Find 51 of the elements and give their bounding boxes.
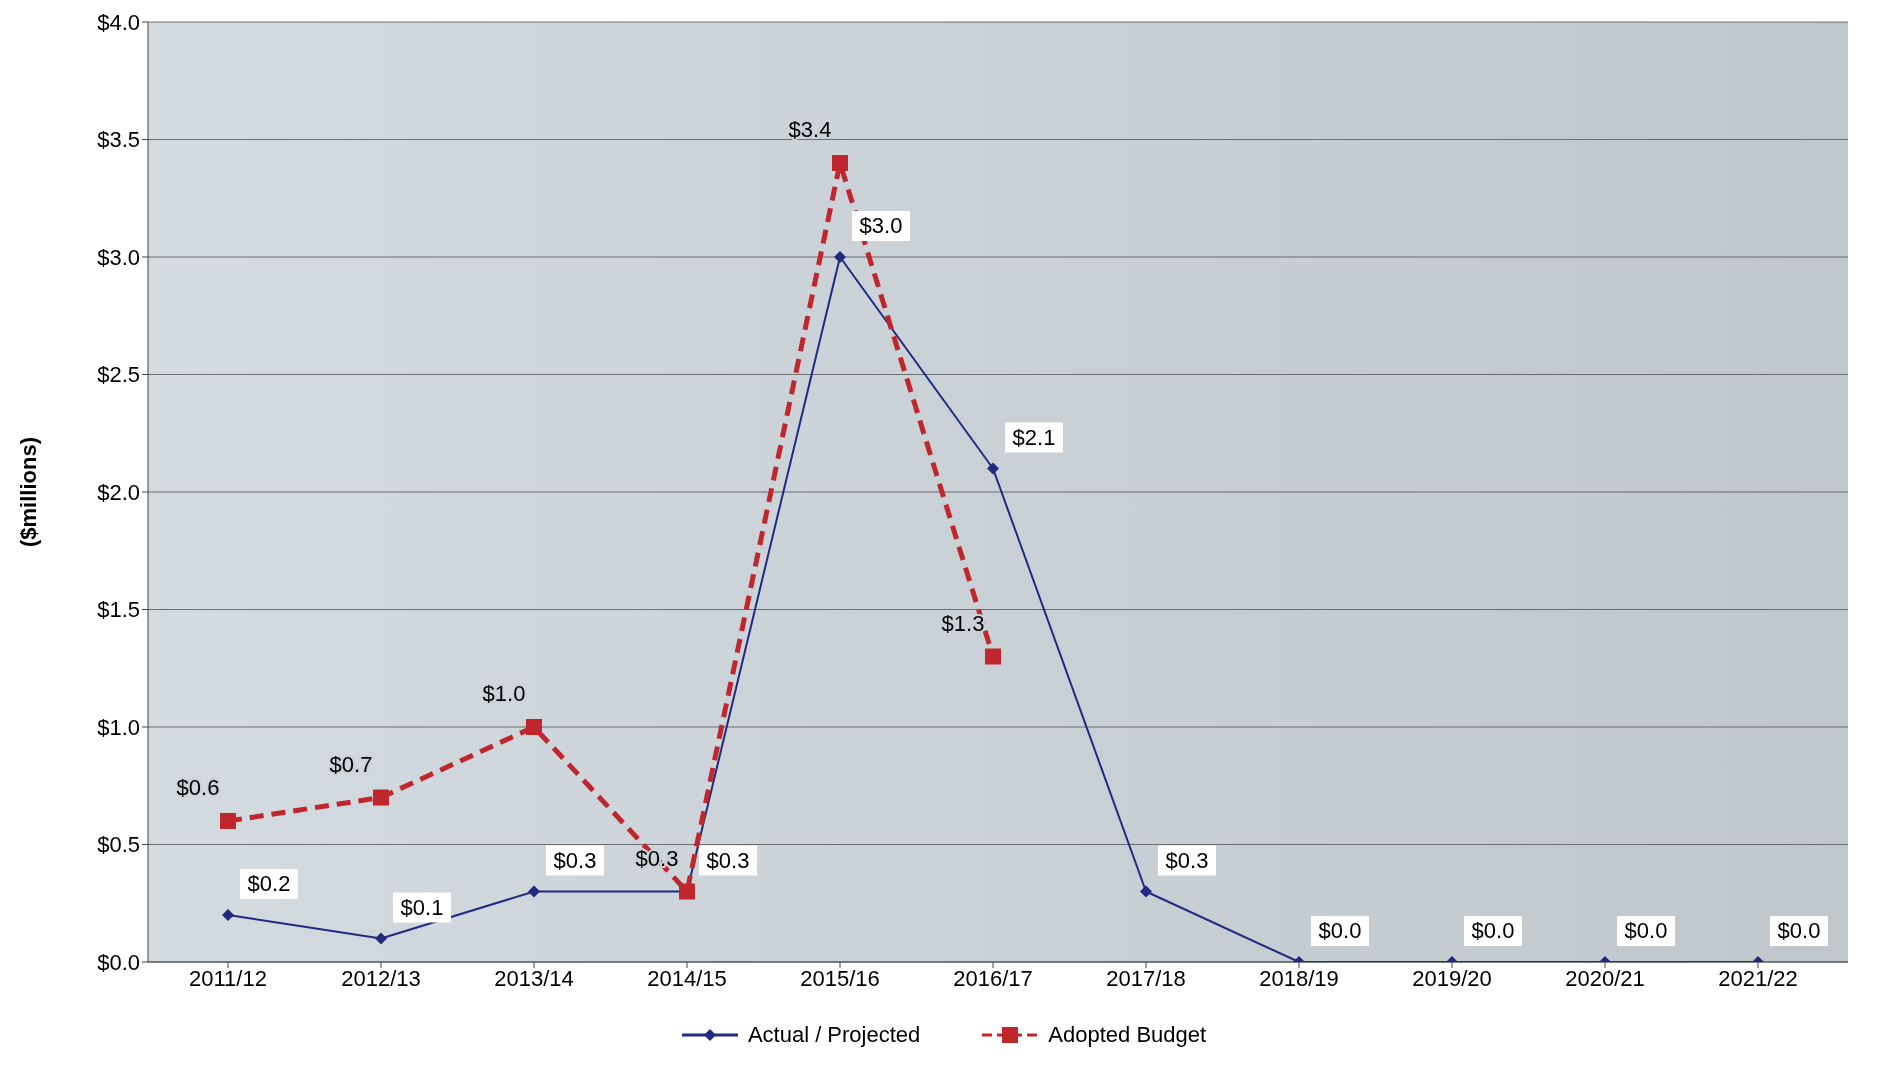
y-tick-label: $4.0 [97,9,140,35]
y-tick-label: $1.5 [97,597,140,623]
point [834,251,846,263]
y-axis-title: ($millions) [15,436,41,548]
data-label: $0.1 [400,894,444,920]
x-tick-label: 2021/22 [1718,965,1798,991]
data-label: $3.4 [788,117,832,142]
point [222,909,234,921]
data-label: $1.3 [941,610,985,636]
x-tick-label: 2016/17 [953,965,1033,991]
data-label: $3.0 [859,213,903,238]
data-label: $0.7 [329,751,373,777]
y-tick-label: $2.5 [97,362,140,388]
y-tick-label: $3.5 [97,127,140,153]
point [526,719,542,735]
x-tick-label: 2015/16 [800,965,880,991]
point [1140,885,1152,898]
y-tick-label: $3.0 [97,244,140,270]
data-label: $0.3 [635,845,679,871]
data-label: $0.0 [1624,918,1668,943]
x-tick-label: 2011/12 [189,965,267,991]
data-label: $0.0 [1471,918,1515,943]
data-label: $0.0 [1777,918,1821,943]
y-tick-label: $1.0 [97,714,140,740]
legend-label: Adopted Budget [1048,1022,1207,1048]
data-label: $0.3 [553,847,597,873]
point [832,155,848,171]
point [220,813,236,829]
point [987,462,999,475]
y-tick-label: $2.0 [97,479,140,505]
x-tick-label: 2013/14 [494,965,574,991]
x-tick-label: 2012/13 [341,965,421,991]
y-tick-label: $0.5 [97,832,140,858]
y-tick-label: $0.0 [97,949,140,975]
point [528,885,540,898]
x-tick-label: 2018/19 [1259,965,1339,991]
point [375,932,387,945]
point [985,648,1001,665]
legend-label: Actual / Projected [747,1022,921,1048]
x-tick-label: 2019/20 [1412,965,1492,991]
data-label: $0.3 [1165,847,1209,873]
data-label: $0.3 [706,847,750,873]
data-label: $0.2 [247,871,291,896]
x-tick-label: 2014/15 [647,965,727,991]
data-label: $0.0 [1318,918,1362,943]
data-label: $2.1 [1012,424,1056,450]
x-tick-label: 2020/21 [1565,965,1645,991]
point [373,789,389,806]
x-tick-label: 2017/18 [1106,965,1186,991]
data-label: $1.0 [482,681,526,706]
data-label: $0.6 [176,775,220,800]
